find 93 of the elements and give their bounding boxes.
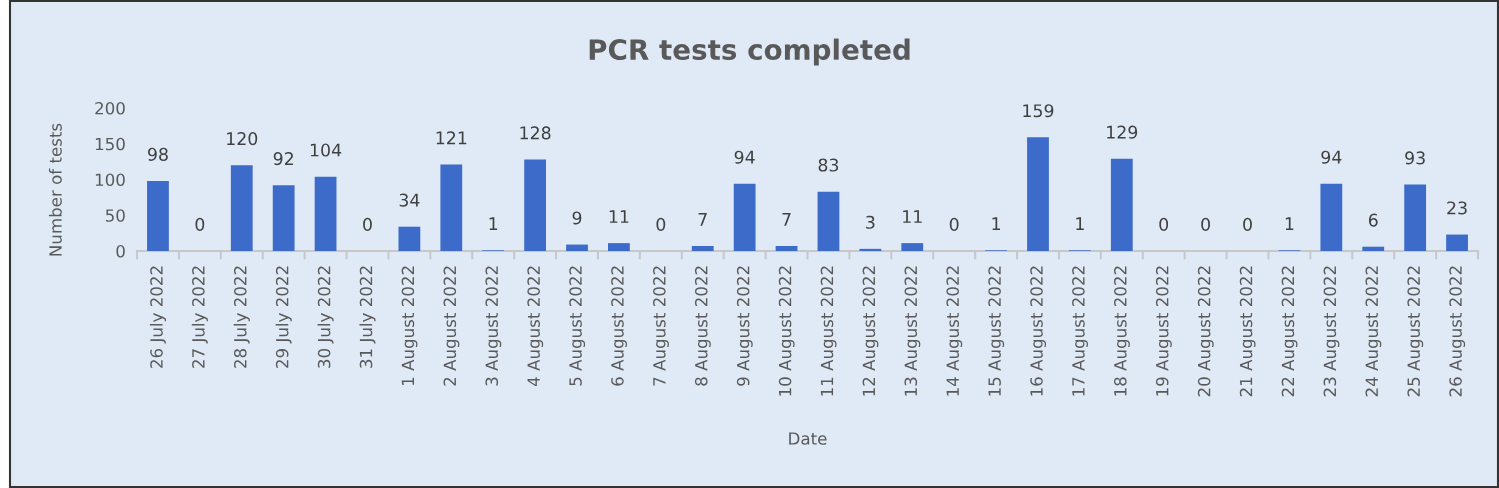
y-tick-label: 50 <box>105 209 125 222</box>
x-tick-label: 8 August 2022 <box>694 266 711 386</box>
bar <box>272 185 295 251</box>
data-label: 7 <box>782 213 791 226</box>
y-tick-label: 0 <box>116 244 125 258</box>
x-tick-label: 17 August 2022 <box>1072 266 1088 396</box>
data-label: 1 <box>992 217 1000 231</box>
bar <box>817 191 840 251</box>
bar <box>1362 246 1385 251</box>
data-label: 94 <box>734 150 755 164</box>
data-label: 23 <box>1447 201 1467 215</box>
x-tick-label: 6 August 2022 <box>611 266 627 386</box>
y-tick-label: 200 <box>95 101 125 115</box>
bar <box>733 183 756 251</box>
data-label: 129 <box>1107 125 1138 139</box>
data-label: 92 <box>273 152 293 166</box>
bar <box>230 165 253 251</box>
data-label: 1 <box>1076 217 1084 231</box>
x-tick-label: 11 August 2022 <box>820 266 837 396</box>
data-label: 0 <box>195 217 205 231</box>
data-label: 0 <box>1159 217 1169 231</box>
x-tick-label: 18 August 2022 <box>1114 266 1130 396</box>
x-tick-label: 21 August 2022 <box>1239 266 1256 397</box>
x-tick-label: 22 August 2022 <box>1281 266 1298 397</box>
bar <box>314 176 337 251</box>
bar <box>1446 234 1468 251</box>
data-label: 0 <box>949 217 959 231</box>
data-label: 0 <box>656 217 666 231</box>
x-tick-label: 20 August 2022 <box>1197 266 1214 397</box>
y-tick-label: 100 <box>95 173 125 187</box>
data-label: 0 <box>363 217 372 231</box>
x-tick-label: 26 August 2022 <box>1449 266 1466 397</box>
data-label: 6 <box>1368 213 1378 227</box>
bar <box>859 248 882 251</box>
data-label: 120 <box>227 132 258 146</box>
x-tick-label: 25 August 2022 <box>1407 266 1424 397</box>
data-label: 3 <box>866 215 875 229</box>
bar <box>566 244 588 251</box>
x-tick-label: 16 August 2022 <box>1030 266 1047 396</box>
x-tick-label: 12 August 2022 <box>862 266 879 396</box>
x-tick-label: 29 July 2022 <box>275 266 292 368</box>
x-tick-label: 15 August 2022 <box>988 266 1005 396</box>
bar <box>524 159 546 251</box>
bar <box>440 164 463 251</box>
x-tick-label: 31 July 2022 <box>359 266 376 368</box>
y-axis-title: Number of tests <box>48 123 62 256</box>
bar <box>901 243 924 251</box>
data-label: 0 <box>1243 217 1252 231</box>
x-tick-label: 7 August 2022 <box>653 266 669 386</box>
x-tick-label: 4 August 2022 <box>527 266 544 387</box>
x-tick-label: 13 August 2022 <box>904 266 921 396</box>
data-label: 93 <box>1405 151 1425 165</box>
bar <box>775 246 798 251</box>
data-label: 159 <box>1023 104 1054 118</box>
data-label: 128 <box>520 126 551 140</box>
x-tick-label: 5 August 2022 <box>569 266 586 386</box>
x-axis-title: Date <box>789 432 827 445</box>
bar <box>1110 158 1133 251</box>
x-tick-label: 10 August 2022 <box>778 266 795 396</box>
x-tick-label: 9 August 2022 <box>736 266 753 386</box>
data-label: 83 <box>818 158 839 172</box>
bar <box>691 246 714 251</box>
bar <box>1404 184 1427 251</box>
data-label: 34 <box>399 193 420 207</box>
bar <box>147 180 169 251</box>
data-label: 98 <box>148 147 168 161</box>
data-label: 104 <box>310 143 342 157</box>
data-label: 1 <box>1285 217 1294 231</box>
x-tick-label: 2 August 2022 <box>443 266 460 386</box>
x-tick-label: 27 July 2022 <box>191 266 208 368</box>
bar <box>398 226 421 251</box>
x-tick-label: 28 July 2022 <box>233 266 250 368</box>
data-label: 11 <box>609 210 629 223</box>
x-tick-label: 23 August 2022 <box>1323 266 1340 397</box>
x-tick-label: 24 August 2022 <box>1365 266 1382 397</box>
bar <box>608 243 630 251</box>
data-label: 94 <box>1321 150 1342 164</box>
data-label: 11 <box>903 210 922 223</box>
x-tick-label: 3 August 2022 <box>485 266 502 386</box>
chart-title: PCR tests completed <box>589 38 910 66</box>
data-label: 1 <box>489 217 498 231</box>
x-tick-label: 30 July 2022 <box>317 266 334 368</box>
bar <box>1027 137 1049 251</box>
x-tick-label: 26 July 2022 <box>149 266 167 368</box>
data-label: 0 <box>1201 217 1210 231</box>
data-label: 9 <box>572 211 582 225</box>
x-tick-label: 1 August 2022 <box>401 266 418 385</box>
x-tick-label: 19 August 2022 <box>1155 266 1172 396</box>
bar <box>1320 183 1343 251</box>
y-tick-label: 150 <box>95 137 125 151</box>
data-label: 121 <box>436 131 467 145</box>
data-label: 7 <box>698 213 707 226</box>
x-tick-label: 14 August 2022 <box>946 266 963 396</box>
